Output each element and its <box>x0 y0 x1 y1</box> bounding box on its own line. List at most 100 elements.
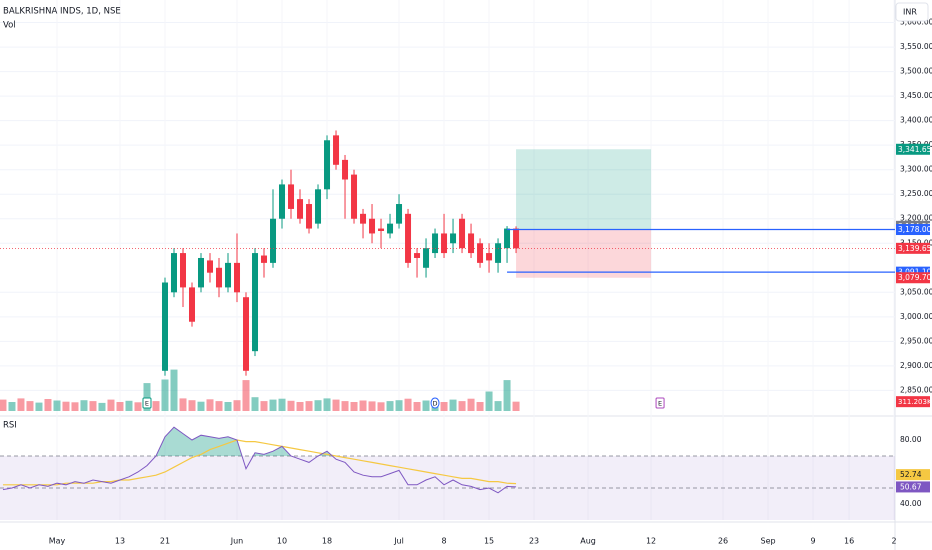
volume-bar <box>260 401 268 411</box>
currency-box[interactable] <box>895 2 929 22</box>
volume-bar <box>494 401 502 411</box>
y-tick-label: 3,150.00 <box>900 238 932 247</box>
event-label: E <box>658 400 662 408</box>
x-tick-label: 13 <box>115 537 125 546</box>
currency[interactable]: INR <box>903 8 917 17</box>
volume-bar <box>485 391 493 411</box>
y-tick-label: 2,900.00 <box>900 361 932 370</box>
candle-body <box>513 228 520 249</box>
candle-body <box>161 282 168 371</box>
candle-body <box>170 253 177 293</box>
rsi-line <box>2 426 517 494</box>
rsi-tick-label: 40.00 <box>900 499 922 508</box>
y-tick-label: 3,450.00 <box>900 91 932 100</box>
candle-body <box>369 218 376 234</box>
price-label: 3,178.00 <box>898 225 932 234</box>
symbol-title: BALKRISHNA INDS, 1D, NSE <box>3 7 121 17</box>
volume-bar <box>8 402 16 411</box>
rsi-ma-line <box>2 439 517 486</box>
volume-bar <box>125 400 133 411</box>
rsi-title: RSI <box>3 421 17 431</box>
y-tick-label: 3,000.00 <box>900 312 932 321</box>
x-tick-label: 16 <box>844 537 854 546</box>
candle-body <box>252 253 259 352</box>
candle-body <box>207 260 214 273</box>
candle-body <box>288 184 295 209</box>
y-tick-label: 3,300.00 <box>900 165 932 174</box>
price-label-box <box>896 266 930 278</box>
candle-body <box>351 174 358 219</box>
x-tick-label: 9 <box>811 537 816 546</box>
x-tick-label: 15 <box>484 537 494 546</box>
candle-body <box>441 233 448 254</box>
y-tick-label: 2,950.00 <box>900 336 932 345</box>
candle-body <box>432 233 439 254</box>
candle-body <box>360 213 367 224</box>
price-label-box <box>896 143 930 155</box>
candle-body <box>468 233 475 254</box>
volume-bar <box>350 402 358 411</box>
candle-body <box>197 257 204 288</box>
volume-bar <box>269 399 277 411</box>
volume-bar <box>71 402 79 411</box>
volume-bar <box>503 380 511 411</box>
candle-body <box>387 223 394 234</box>
candle-body <box>270 218 277 263</box>
price-label: 3,139.65 <box>898 244 932 253</box>
volume-bar <box>35 402 43 411</box>
volume-title: Vol <box>3 21 16 31</box>
x-tick-label: 2 <box>892 537 897 546</box>
price-label: 3,079.70 <box>898 273 932 282</box>
candle-body <box>279 184 286 219</box>
stop-zone <box>516 229 652 278</box>
volume-bar <box>107 399 115 411</box>
price-label-box <box>896 272 930 284</box>
rsi-label: 50.67 <box>900 482 922 491</box>
x-tick-label: 8 <box>441 537 446 546</box>
volume-bar <box>305 401 313 411</box>
y-tick-label: 3,600.00 <box>900 18 932 27</box>
volume-bar <box>251 397 259 411</box>
volume-bar <box>476 402 484 411</box>
candle-body <box>188 287 195 322</box>
volume-bar <box>224 402 232 411</box>
volume-bar <box>332 399 340 411</box>
x-tick-label: May <box>49 537 66 546</box>
volume-bar <box>440 402 448 411</box>
price-label-box <box>896 224 930 236</box>
x-tick-label: Sep <box>761 537 776 546</box>
candle-body <box>495 243 502 263</box>
candle-body <box>423 248 430 268</box>
volume-bar <box>116 402 124 411</box>
y-tick-label: 2,850.00 <box>900 385 932 394</box>
candle-body <box>504 228 511 249</box>
volume-bar <box>179 398 187 411</box>
candle-body <box>378 228 385 232</box>
x-tick-label: Jul <box>393 537 404 546</box>
volume-bar <box>134 402 142 411</box>
candle-body <box>234 262 241 293</box>
volume-bar <box>458 401 466 411</box>
volume-bar <box>233 400 241 411</box>
target-zone <box>516 149 652 230</box>
volume-bar <box>44 399 52 411</box>
volume-bar <box>278 398 286 411</box>
price-label-box <box>896 242 930 254</box>
y-tick-label: 3,400.00 <box>900 116 932 125</box>
candle-body <box>297 199 304 219</box>
candle-body <box>450 233 457 244</box>
volume-bar <box>359 400 367 411</box>
x-tick-label: 10 <box>277 537 287 546</box>
price-label: 3,091.10 <box>898 268 932 277</box>
volume-bar <box>395 400 403 411</box>
volume-bar <box>98 402 106 411</box>
y-tick-label: 3,200.00 <box>900 214 932 223</box>
x-tick-label: 21 <box>160 537 170 546</box>
candle-body <box>216 267 223 288</box>
rsi-label-box <box>896 481 930 493</box>
rsi-tick-label: 80.00 <box>900 435 922 444</box>
volume-bar <box>341 401 349 411</box>
